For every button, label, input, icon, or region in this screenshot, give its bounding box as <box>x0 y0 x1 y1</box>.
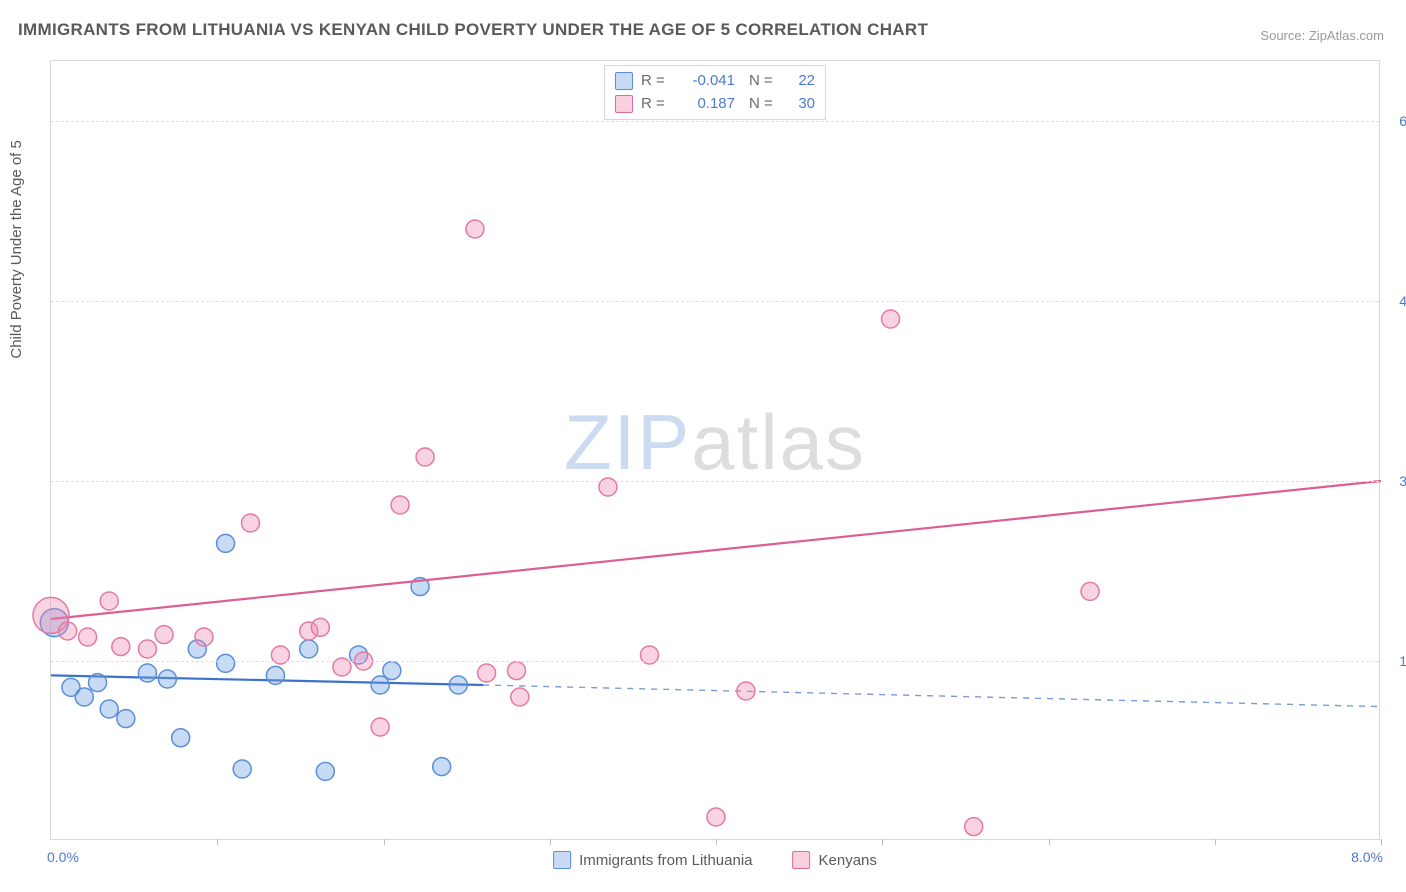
x-tick <box>1215 839 1216 845</box>
y-tick-label: 60.0% <box>1385 113 1406 129</box>
swatch-blue-icon <box>553 851 571 869</box>
x-tick <box>217 839 218 845</box>
chart-plot-area: ZIPatlas R = -0.041 N = 22 R = 0.187 N =… <box>50 60 1380 840</box>
x-max-label: 8.0% <box>1351 849 1383 865</box>
legend-item-kenyans: Kenyans <box>793 851 877 869</box>
chart-title: IMMIGRANTS FROM LITHUANIA VS KENYAN CHIL… <box>18 20 928 40</box>
y-tick-label: 15.0% <box>1385 653 1406 669</box>
legend-item-lithuania: Immigrants from Lithuania <box>553 851 752 869</box>
y-axis-label: Child Poverty Under the Age of 5 <box>8 140 25 358</box>
y-tick-label: 45.0% <box>1385 293 1406 309</box>
x-tick <box>384 839 385 845</box>
swatch-pink-icon <box>793 851 811 869</box>
x-tick <box>1049 839 1050 845</box>
source-label: Source: <box>1260 28 1305 43</box>
series-legend: Immigrants from Lithuania Kenyans <box>553 851 877 869</box>
gridline-h <box>51 121 1379 122</box>
x-origin-label: 0.0% <box>47 849 79 865</box>
x-tick <box>550 839 551 845</box>
x-tick <box>882 839 883 845</box>
y-tick-label: 30.0% <box>1385 473 1406 489</box>
gridline-h <box>51 661 1379 662</box>
x-tick <box>716 839 717 845</box>
gridline-h <box>51 481 1379 482</box>
chart-svg <box>51 61 1379 839</box>
legend-label-lithuania: Immigrants from Lithuania <box>579 852 752 869</box>
source-attribution: Source: ZipAtlas.com <box>1260 28 1384 43</box>
x-tick <box>1381 839 1382 845</box>
gridline-h <box>51 301 1379 302</box>
legend-label-kenyans: Kenyans <box>819 852 877 869</box>
source-link[interactable]: ZipAtlas.com <box>1309 28 1384 43</box>
